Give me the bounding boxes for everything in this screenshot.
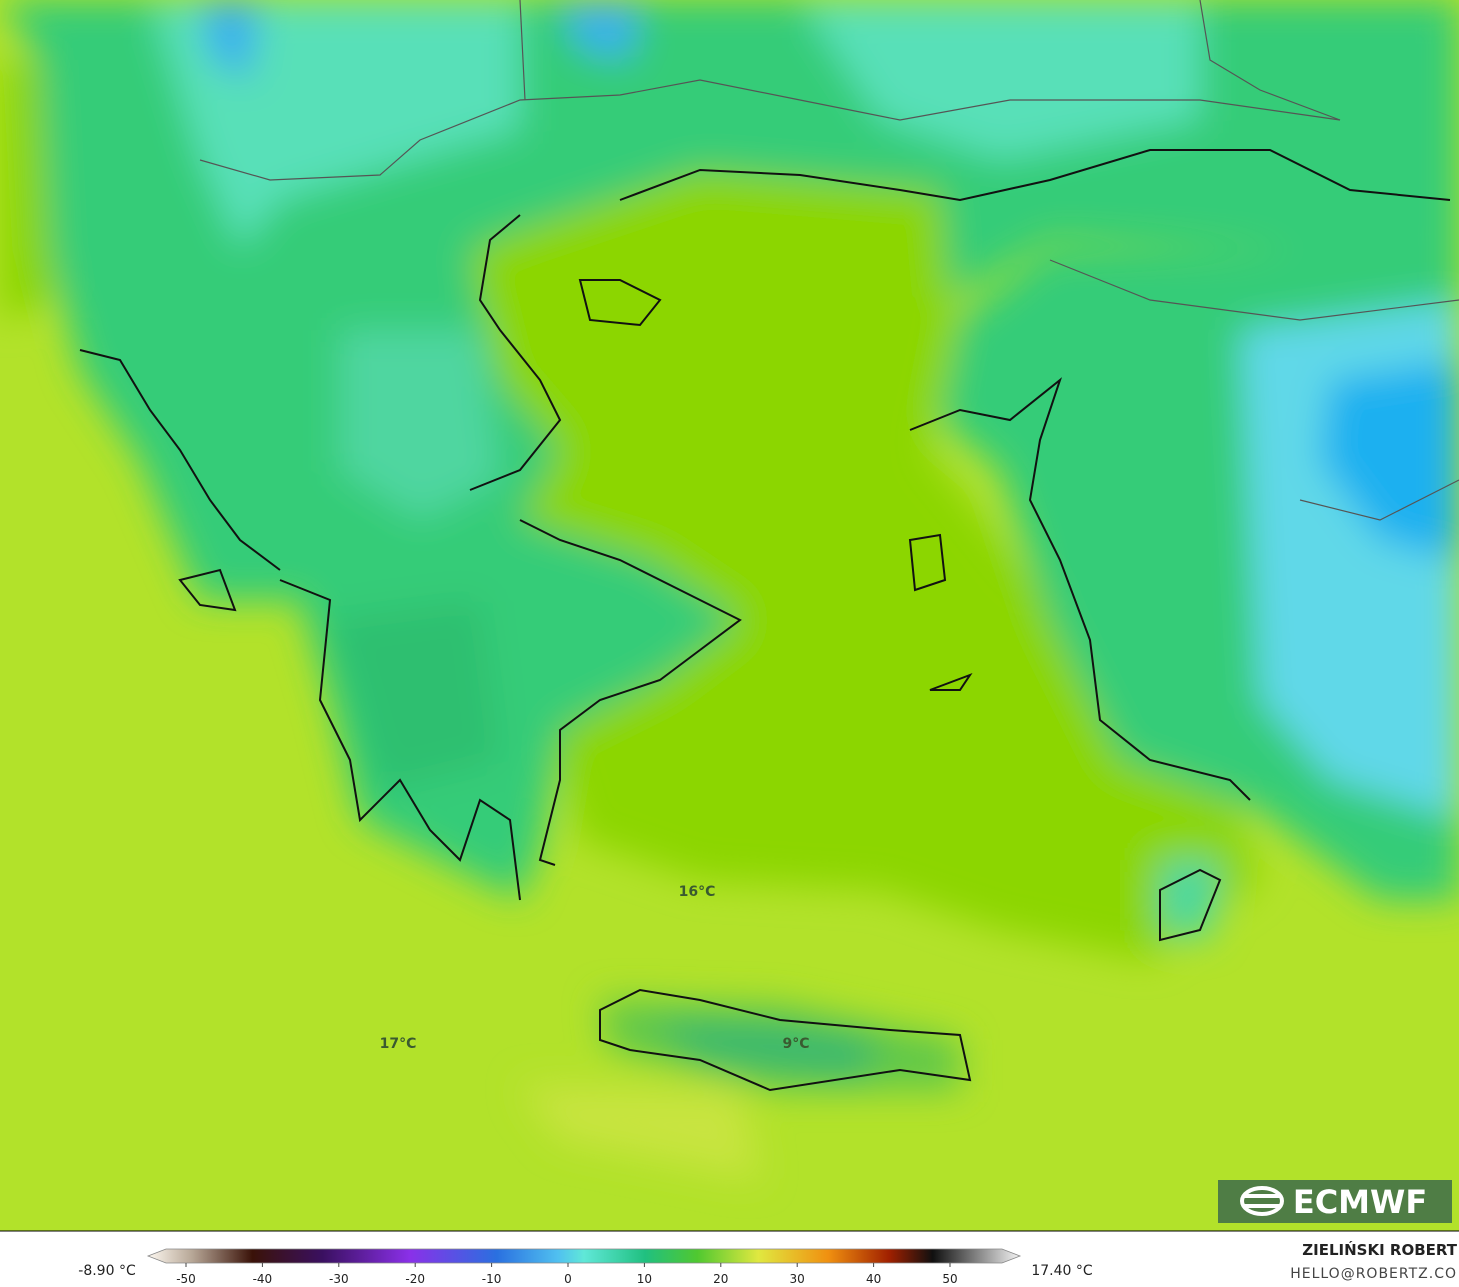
map: ECMWF 16°C 17°C 9°C <box>0 0 1459 1231</box>
colorbar-tick-label: -10 <box>482 1272 502 1286</box>
coastlines <box>79 149 1451 1092</box>
colorbar: -50 -40 -30 -20 -10 0 10 20 30 40 50 <box>146 1248 1022 1286</box>
credit-contact: HELLO@ROBERTZ.CO <box>1290 1266 1457 1282</box>
colorbar-tick-label: 0 <box>564 1272 572 1286</box>
map-label: 17°C <box>380 1036 417 1052</box>
map-label: 16°C <box>679 884 716 900</box>
colorbar-tick-label: 10 <box>637 1272 652 1286</box>
logo-icon <box>1240 1186 1284 1216</box>
colorbar-max: 17.40 °C <box>1031 1263 1093 1279</box>
credit-author: ZIELIŃSKI ROBERT <box>1302 1240 1457 1259</box>
colorbar-tick-label: -40 <box>253 1272 273 1286</box>
colorbar-tick-label: -20 <box>405 1272 425 1286</box>
colorbar-tick-label: 20 <box>713 1272 728 1286</box>
colorbar-tick-label: -50 <box>176 1272 196 1286</box>
colorbar-gradient <box>146 1248 1022 1264</box>
borders <box>199 0 1459 521</box>
logo-text: ECMWF <box>1293 1183 1427 1221</box>
colorbar-tick-label: 50 <box>942 1272 957 1286</box>
colorbar-min: -8.90 °C <box>78 1263 136 1279</box>
colorbar-tick-label: 40 <box>866 1272 881 1286</box>
map-label: 9°C <box>782 1036 809 1052</box>
colorbar-tick-label: 30 <box>790 1272 805 1286</box>
colorbar-tick-label: -30 <box>329 1272 349 1286</box>
